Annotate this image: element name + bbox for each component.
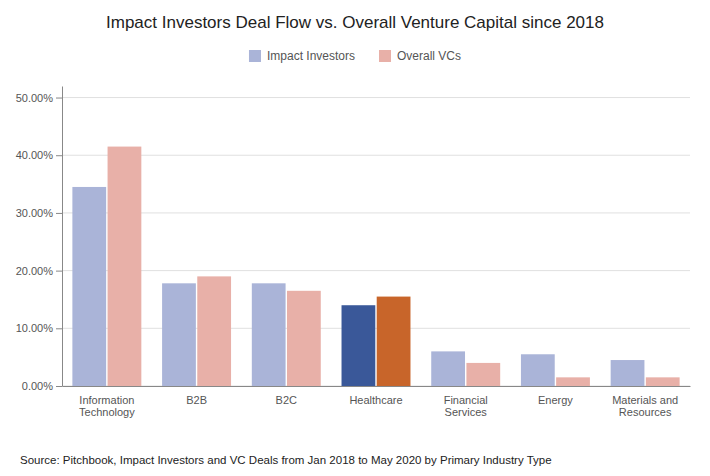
bar [521, 354, 555, 386]
grid-line [62, 270, 690, 271]
legend-item: Impact Investors [249, 49, 355, 63]
y-tick-mark [56, 155, 62, 156]
grid-line [62, 155, 690, 156]
legend-swatch [379, 50, 391, 62]
annotation: Source: Pitchbook, Impact Investors and … [20, 454, 552, 466]
bar [162, 283, 196, 386]
y-axis-line [62, 87, 63, 387]
y-tick-mark [56, 271, 62, 272]
y-axis: 0.00% 10.00% 20.00% 30.00% 40.00% 50.00% [16, 87, 63, 393]
x-axis-line [63, 386, 691, 387]
y-tick-mark [56, 98, 62, 99]
x-tick-label-line: Technology [79, 406, 135, 418]
x-tick-label: Materials andResources [612, 394, 678, 419]
x-tick: Healthcare [349, 394, 402, 406]
legend: Impact Investors Overall VCs [249, 49, 461, 63]
bar [646, 377, 680, 386]
bar [377, 297, 411, 386]
grid-line [62, 386, 690, 387]
x-tick-label: B2C [276, 394, 297, 406]
y-tick: 10.00% [16, 322, 62, 334]
y-tick: 0.00% [22, 380, 62, 392]
x-tick-label: Healthcare [349, 394, 402, 406]
plot-area: 0.00% 10.00% 20.00% 30.00% 40.00% 50.00% Infor… [16, 87, 691, 419]
grid-line [62, 212, 690, 213]
legend-label: Impact Investors [267, 49, 355, 63]
y-tick-label: 30.00% [16, 207, 54, 219]
bar [611, 360, 645, 386]
legend-label: Overall VCs [397, 49, 461, 63]
x-tick: Energy [538, 394, 573, 406]
x-tick-label: Energy [538, 394, 573, 406]
y-tick-label: 0.00% [22, 380, 53, 392]
y-tick: 20.00% [16, 265, 62, 277]
x-tick: FinancialServices [444, 394, 488, 419]
x-tick-label: B2B [186, 394, 207, 406]
y-tick-mark [56, 328, 62, 329]
grid [62, 98, 690, 386]
bar [287, 291, 321, 386]
bar [108, 147, 142, 386]
x-tick: Materials andResources [612, 394, 678, 419]
bar [72, 187, 106, 386]
x-tick-label-line: B2B [186, 394, 207, 406]
x-tick-label-line: Healthcare [349, 394, 402, 406]
x-tick-label-line: Materials and [612, 394, 678, 406]
title: Impact Investors Deal Flow vs. Overall V… [106, 13, 604, 32]
bar [197, 276, 231, 386]
bar [431, 351, 465, 386]
y-tick-mark [56, 213, 62, 214]
x-tick-label-line: Financial [444, 394, 488, 406]
bar [556, 377, 590, 386]
grid-line [62, 97, 690, 98]
x-tick-label-line: Resources [619, 406, 672, 418]
chart: Impact Investors Deal Flow vs. Overall V… [0, 0, 710, 476]
legend-swatch [249, 50, 261, 62]
legend-item: Overall VCs [379, 49, 461, 63]
bar [252, 283, 286, 386]
bars [72, 147, 679, 386]
x-axis: InformationTechnology B2B B2C Healthcare Fin… [63, 387, 691, 419]
bar [466, 363, 500, 386]
y-tick-label: 20.00% [16, 265, 54, 277]
x-tick-label-line: B2C [276, 394, 297, 406]
x-tick: B2B [186, 394, 207, 406]
y-tick-label: 10.00% [16, 322, 54, 334]
y-tick: 40.00% [16, 149, 62, 161]
grid-line [62, 328, 690, 329]
x-tick-label: InformationTechnology [79, 394, 135, 419]
y-tick: 30.00% [16, 207, 62, 219]
x-tick: B2C [276, 394, 297, 406]
x-tick-label-line: Energy [538, 394, 573, 406]
y-tick-mark [56, 386, 62, 387]
x-tick-label: FinancialServices [444, 394, 488, 419]
bar [342, 305, 376, 386]
x-tick-label-line: Services [445, 406, 488, 418]
y-tick-label: 40.00% [16, 149, 54, 161]
y-tick-label: 50.00% [16, 92, 54, 104]
x-tick: InformationTechnology [79, 394, 135, 419]
x-tick-label-line: Information [79, 394, 134, 406]
y-tick: 50.00% [16, 92, 62, 104]
